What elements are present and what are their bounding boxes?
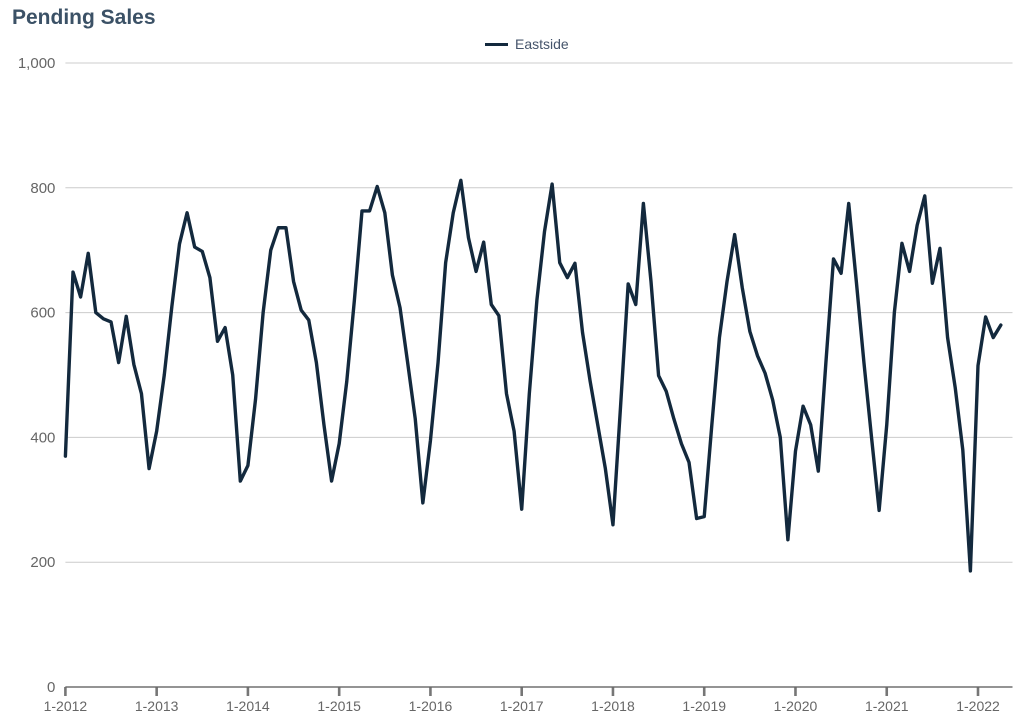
- svg-text:1-2017: 1-2017: [500, 698, 544, 713]
- svg-text:1,000: 1,000: [18, 55, 56, 72]
- svg-text:1-2021: 1-2021: [865, 698, 909, 713]
- svg-text:1-2015: 1-2015: [317, 698, 361, 713]
- svg-text:200: 200: [30, 554, 55, 571]
- svg-text:1-2014: 1-2014: [226, 698, 270, 713]
- svg-text:1-2013: 1-2013: [135, 698, 179, 713]
- svg-text:1-2020: 1-2020: [774, 698, 818, 713]
- svg-text:1-2018: 1-2018: [591, 698, 635, 713]
- svg-text:600: 600: [30, 305, 55, 322]
- svg-text:1-2022: 1-2022: [956, 698, 1000, 713]
- svg-text:1-2016: 1-2016: [409, 698, 453, 713]
- svg-text:1-2012: 1-2012: [44, 698, 88, 713]
- svg-text:800: 800: [30, 180, 55, 197]
- svg-text:1-2019: 1-2019: [682, 698, 726, 713]
- svg-text:0: 0: [47, 679, 55, 696]
- svg-text:400: 400: [30, 429, 55, 446]
